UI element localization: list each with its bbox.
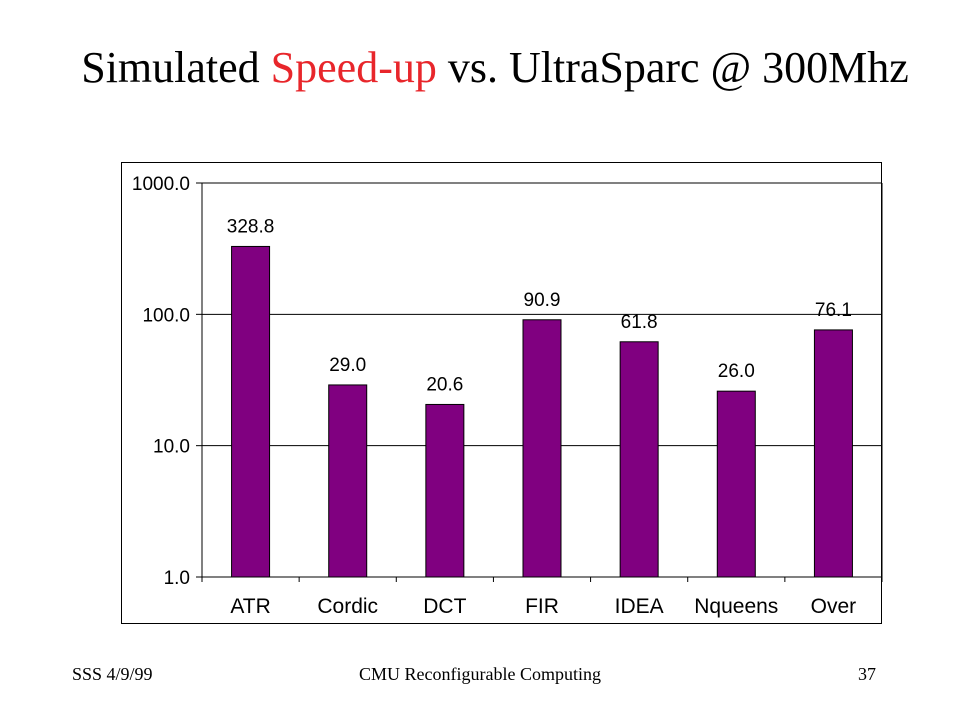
y-tick-label: 10.0	[153, 437, 190, 458]
data-label: 29.0	[329, 355, 366, 376]
y-tick-label: 100.0	[142, 305, 190, 326]
bar-idea	[619, 341, 659, 578]
title-part1: Simulated	[81, 43, 271, 92]
x-tick-label: FIR	[525, 595, 559, 618]
data-label: 26.0	[718, 361, 755, 382]
x-tick-label: Nqueens	[694, 595, 778, 618]
bar-cordic	[328, 384, 368, 578]
data-label: 328.8	[227, 216, 275, 237]
x-tick-label: ATR	[230, 595, 270, 618]
x-tick-label: Cordic	[317, 595, 378, 618]
x-tick-label: IDEA	[615, 595, 664, 618]
bar-nqueens	[716, 390, 756, 578]
footer-date: SSS 4/9/99	[72, 664, 153, 684]
footer-course: CMU Reconfigurable Computing	[359, 664, 601, 684]
bar-over	[813, 329, 853, 578]
bar-atr	[231, 245, 271, 578]
x-tick-label: Over	[811, 595, 857, 618]
title-part2: vs. UltraSparc @ 300Mhz	[436, 43, 909, 92]
data-label: 61.8	[621, 312, 658, 333]
title-accent: Speed-up	[270, 43, 437, 92]
x-tick-label: DCT	[423, 595, 466, 618]
footer-page-number: 37	[858, 664, 876, 684]
bar-dct	[425, 403, 465, 578]
bar-fir	[522, 319, 562, 578]
y-tick-label: 1.0	[164, 568, 190, 589]
data-label: 90.9	[524, 290, 561, 311]
slide-title: Simulated Speed-up vs. UltraSparc @ 300M…	[0, 42, 960, 93]
data-label: 76.1	[815, 300, 852, 321]
data-label: 20.6	[426, 374, 463, 395]
y-tick-label: 1000.0	[132, 174, 190, 195]
